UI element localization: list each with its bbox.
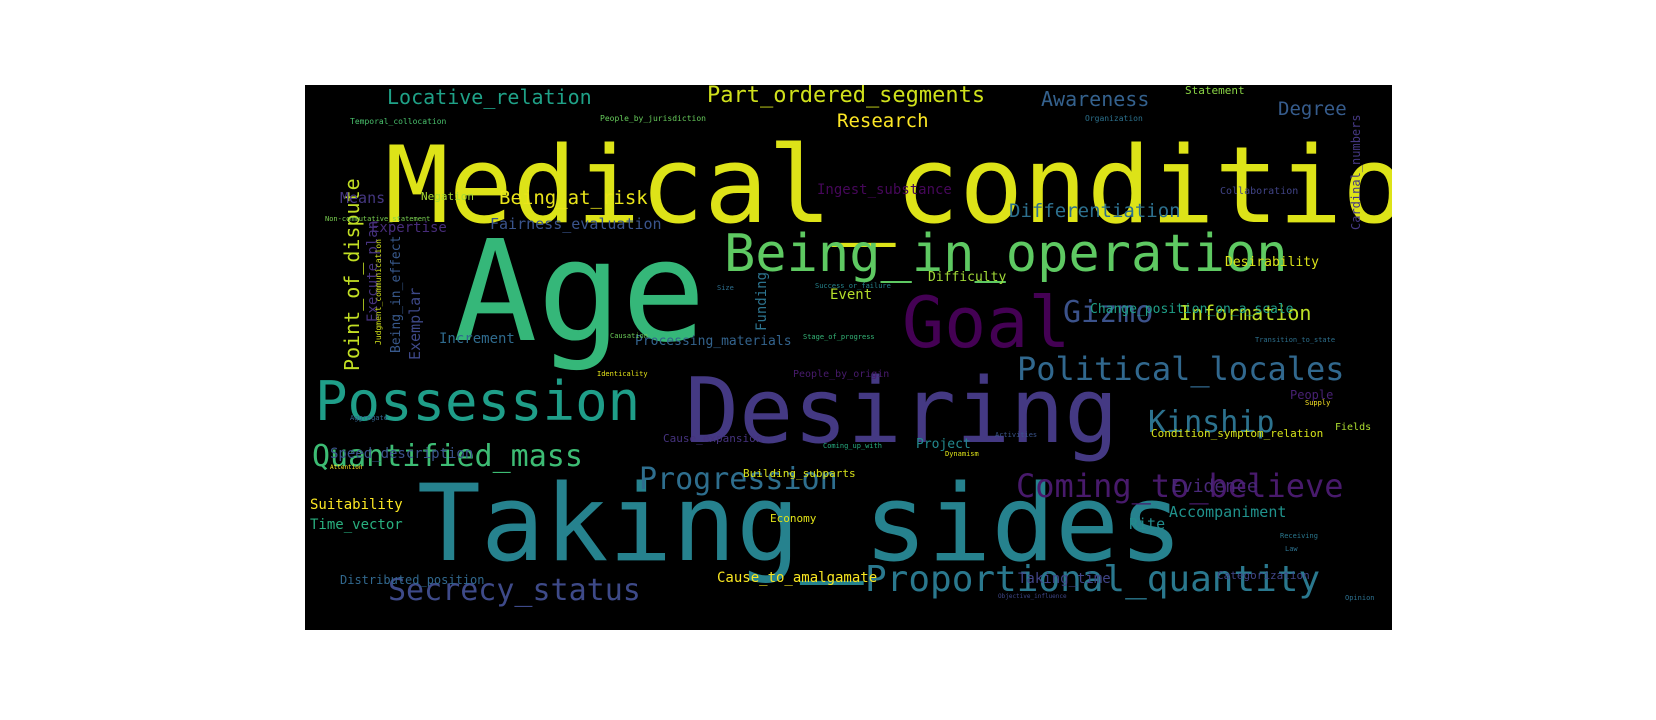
word: Economy	[770, 512, 817, 525]
word: Objective_influence	[998, 593, 1067, 600]
word: Cardinal_numbers	[1349, 114, 1363, 230]
word: Awareness	[1041, 87, 1150, 111]
word-cloud: Medical_conditions Age Taking_sides Desi…	[305, 85, 1392, 630]
word: Kinship	[1148, 405, 1275, 440]
word: Desiring	[685, 359, 1119, 464]
word: Organization	[1085, 114, 1143, 123]
word: Suitability	[310, 497, 403, 513]
word: Being_at_risk	[499, 187, 648, 209]
word: Transition_to_state	[1255, 336, 1336, 344]
word: Expertise	[371, 220, 447, 236]
word: Desirability	[1225, 255, 1319, 270]
word: Accompaniment	[1169, 503, 1287, 521]
word: Part_ordered_segments	[707, 85, 986, 108]
word: Goal	[902, 282, 1071, 364]
word: Coming_to_believe	[1016, 467, 1344, 505]
word: Point_of_dispute	[340, 178, 364, 371]
word: Speed_description	[330, 446, 474, 462]
word: Processing_materials	[635, 334, 792, 349]
word: Success_or_failure	[815, 282, 891, 290]
word: Condition_symptom_relation	[1151, 427, 1324, 440]
word: Non-commutative_statement	[325, 215, 431, 223]
word: People	[1290, 388, 1334, 402]
word: Means	[340, 189, 386, 207]
word: Ingest_substance	[817, 182, 952, 198]
word: Statement	[1185, 85, 1245, 97]
word: People_by_jurisdiction	[600, 114, 706, 123]
word: Judgment_communication	[374, 239, 383, 345]
word: Research	[837, 110, 929, 132]
word: Differentiation	[1009, 200, 1181, 222]
word: Attention	[330, 464, 363, 471]
word: Funding	[754, 271, 770, 331]
word: Negation	[421, 190, 474, 203]
word: Exemplar	[406, 287, 424, 360]
word: Coming_up_with	[823, 442, 883, 450]
word: Difficulty	[928, 270, 1007, 285]
word: Fields	[1335, 422, 1372, 433]
word: Degree	[1278, 98, 1347, 120]
word: Categorization	[1217, 569, 1310, 582]
word: Taking_time	[1018, 571, 1111, 587]
word: Aggregate	[350, 414, 388, 422]
word: Gizmo	[1063, 295, 1154, 330]
word: Rite	[1129, 515, 1166, 533]
word: Distributed_position	[340, 573, 485, 587]
word: Size	[717, 284, 734, 292]
word: Receiving	[1280, 532, 1318, 540]
word: Building_subparts	[743, 467, 856, 480]
word: Taking_sides	[417, 462, 1183, 585]
word: Cause_expansion	[663, 432, 763, 445]
word: Opinion	[1345, 594, 1375, 602]
word: Evidence	[1171, 476, 1258, 497]
word: Age	[453, 211, 706, 374]
word: Identicality	[597, 370, 648, 378]
word: Progression	[639, 462, 838, 497]
word: Supply	[1305, 399, 1331, 407]
word: Proportional_quantity	[865, 559, 1321, 600]
word: Time_vector	[310, 517, 403, 533]
word: Cause_to_amalgamate	[717, 570, 878, 586]
word: Stage_of_progress	[803, 333, 875, 341]
word: Event	[830, 287, 873, 303]
word: Collaboration	[1220, 186, 1299, 197]
word: Project	[916, 437, 971, 452]
word: Law	[1285, 545, 1298, 553]
word: Increment	[439, 331, 515, 347]
word: People_by_origin	[793, 369, 890, 380]
word: Quantified_mass	[312, 439, 583, 474]
word: Being_in_effect	[389, 235, 404, 353]
word: Medical_conditions	[385, 124, 1392, 247]
word: Secrecy_status	[388, 573, 641, 608]
word: Change_position_on_a_scale	[1090, 302, 1294, 317]
word: Possession	[315, 370, 641, 433]
word: Being_in_operation	[724, 224, 1288, 284]
word: Fairness_evaluation	[490, 215, 662, 233]
word: Political_locales	[1017, 350, 1345, 388]
word: Dynamism	[945, 450, 979, 458]
word: Temporal_collocation	[350, 117, 447, 126]
word: Locative_relation	[387, 85, 592, 109]
word: Causation	[610, 332, 648, 340]
word: Activities	[995, 431, 1038, 439]
word: Information	[1179, 301, 1312, 325]
